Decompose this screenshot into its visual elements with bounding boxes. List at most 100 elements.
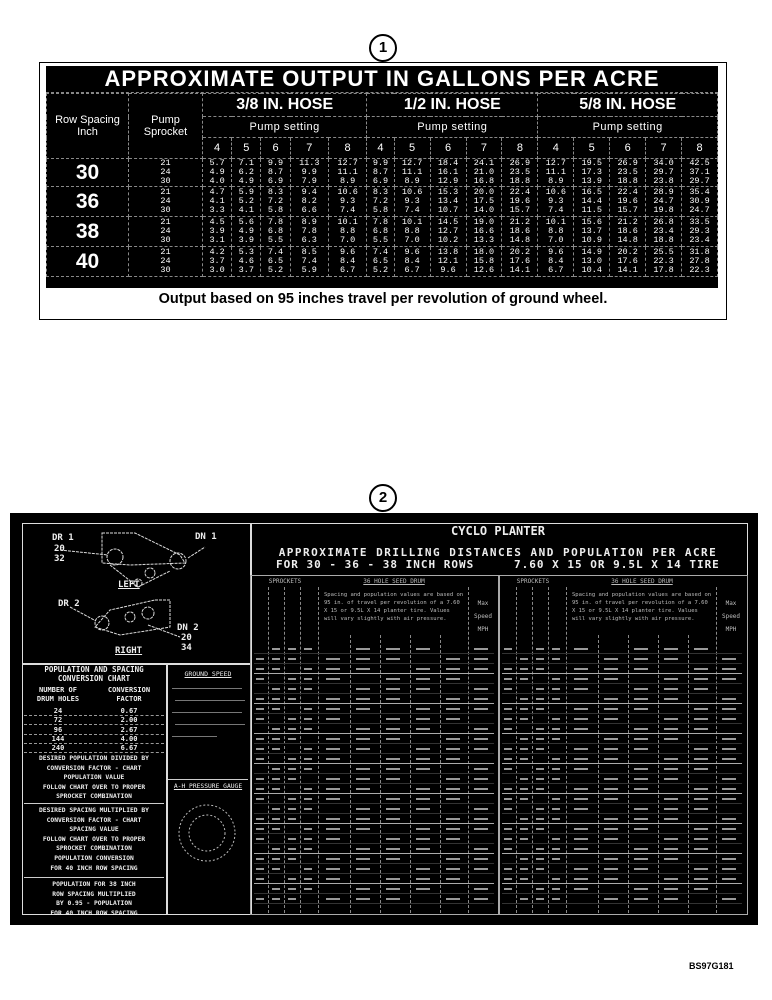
illegible-cell [288,718,296,720]
illegible-cell [694,748,708,750]
illegible-cell [326,658,340,660]
illegible-cell [634,728,648,730]
hose-header: 3/8 IN. HOSE [201,93,368,117]
row-divider [254,903,494,904]
illegible-cell [634,788,648,790]
illegible-cell [504,768,512,770]
illegible-cell [326,668,340,670]
illegible-cell [272,868,280,870]
output-cell: 9.9 8.7 6.9 [366,158,395,187]
illegible-cell [446,738,460,740]
row-divider [254,783,494,784]
illegible-cell [386,768,400,770]
pump-setting-number: 7 [645,137,683,159]
row-divider [502,683,742,684]
row-divider [502,843,742,844]
illegible-cell [552,658,560,660]
grid-line [284,587,285,913]
output-cell: 11.3 9.9 7.9 [289,158,329,187]
illegible-cell [520,838,528,840]
illegible-cell [520,678,528,680]
illegible-cell [722,708,736,710]
illegible-cell [664,698,678,700]
illegible-cell [604,738,618,740]
illegible-cell [520,748,528,750]
illegible-cell [604,718,618,720]
pump-setting-number: 6 [260,137,291,159]
illegible-cell [504,668,512,670]
output-cell: 24.1 21.0 16.8 [465,158,503,187]
output-cell: 20.0 17.5 14.0 [465,186,503,217]
grid-line [598,635,599,913]
output-cell: 4.5 3.9 3.1 [201,216,233,247]
illegible-cell [416,878,430,880]
grid-line [566,587,567,913]
illegible-cell [722,788,736,790]
illegible-cell [664,728,678,730]
conversion-note-4: POPULATION FOR 38 INCH ROW SPACING MULTI… [24,877,164,918]
output-cell: 7.8 6.8 5.5 [366,216,395,247]
dr1-label: DR 1 [52,533,74,543]
illegible-cell [356,698,370,700]
output-cell: 14.5 12.7 10.2 [429,216,467,247]
illegible-cell [694,648,708,650]
illegible-cell [634,668,648,670]
illegible-cell [288,728,296,730]
row-divider [502,673,742,674]
illegible-cell [664,878,678,880]
illegible-cell [664,718,678,720]
illegible-cell [604,868,618,870]
illegible-cell [272,688,280,690]
illegible-cell [386,688,400,690]
illegible-cell [304,888,312,890]
illegible-cell [664,798,678,800]
pressure-gauge-heading: A-H PRESSURE GAUGE [168,779,248,790]
illegible-cell [356,658,370,660]
illegible-cell [664,898,678,900]
illegible-cell [272,658,280,660]
illegible-cell [272,768,280,770]
pump-setting-number: 4 [201,137,233,159]
illegible-cell [574,668,588,670]
illegible-cell [304,668,312,670]
illegible-cell [446,868,460,870]
illegible-cell [272,888,280,890]
illegible-cell [256,678,264,680]
illegible-cell [536,728,544,730]
illegible-cell [272,698,280,700]
illegible-cell [536,768,544,770]
illegible-cell [446,658,460,660]
illegible-cell [694,868,708,870]
illegible-cell [356,858,370,860]
output-cell: 9.4 8.2 6.6 [289,186,329,217]
illegible-cell [574,868,588,870]
drum-holes-value: 240 [24,744,92,754]
illegible-cell [288,898,296,900]
illegible-cell [604,898,618,900]
row-divider [254,763,494,764]
illegible-cell [326,748,340,750]
illegible-cell [326,798,340,800]
output-cell: 18.0 15.8 12.6 [465,246,503,277]
conversion-factor-value: 2.67 [94,726,164,735]
output-cell: 5.6 4.9 3.9 [231,216,262,247]
conversion-note-1: DESIRED POPULATION DIVIDED BY CONVERSION… [39,755,149,800]
illegible-cell [604,668,618,670]
row-divider [502,793,742,794]
illegible-cell [574,888,588,890]
illegible-cell [446,778,460,780]
illegible-cell [446,668,460,670]
illegible-cell [272,668,280,670]
illegible-cell [504,788,512,790]
illegible-cell [536,818,544,820]
illegible-cell [356,788,370,790]
table-row: 36 21 24 30 4.7 4.1 3.3 5.9 5.2 4.1 8.3 7.2 … [46,186,718,217]
illegible-text [172,736,217,737]
decal-title: CYCLO PLANTER [451,524,545,538]
illegible-cell [504,708,512,710]
illegible-cell [664,678,678,680]
row-divider [254,683,494,684]
output-cell: 5.9 5.2 4.1 [231,186,262,217]
row-divider [254,813,494,814]
illegible-cell [386,728,400,730]
